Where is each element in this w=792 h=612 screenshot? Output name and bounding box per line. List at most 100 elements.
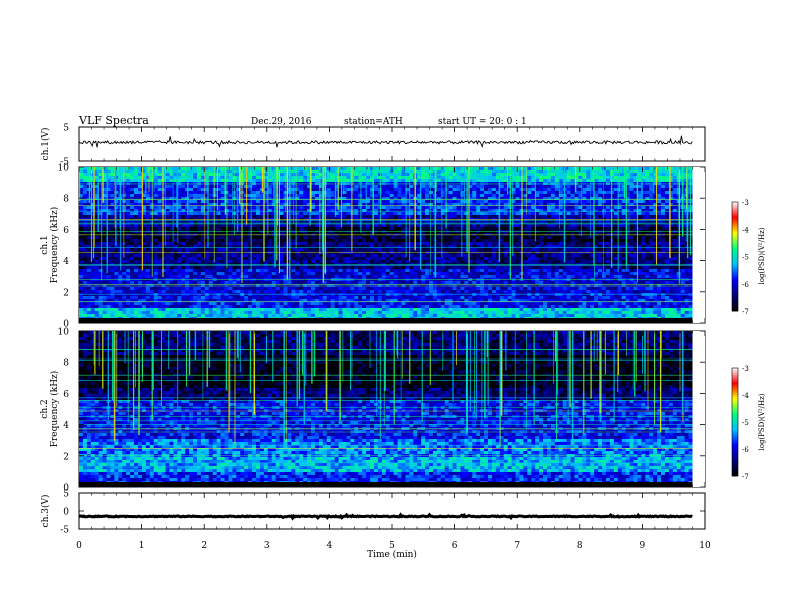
ch1-spectrogram-cell: [425, 242, 430, 246]
ch1-spectrogram-cell: [122, 248, 127, 252]
ch1-spectrogram-cell: [668, 248, 674, 252]
ch1-spectrogram-cell: [511, 215, 516, 219]
ch1-spectrogram-cell: [397, 224, 402, 228]
ch1-spectrogram-cell: [487, 206, 493, 210]
ch1-spectrogram-cell: [590, 224, 595, 228]
ch1-spectrogram-cell: [90, 260, 96, 264]
ch1-spectrogram-cell: [216, 236, 221, 240]
ch1-spectrogram-cell: [126, 215, 131, 219]
ch1-spectrogram-cell: [444, 221, 450, 225]
ch1-spectrogram-cell: [271, 236, 277, 240]
ch1-spectrogram-cell: [193, 248, 198, 252]
ch1-spectrogram-cell: [511, 248, 516, 252]
ch1-spectrogram-cell: [617, 206, 623, 210]
ch1-spectrogram-cell: [362, 200, 367, 204]
ch1-spectrogram-cell: [346, 188, 351, 192]
ch1-spectrogram-cell: [98, 257, 103, 261]
ch1-spectrogram-cell: [145, 221, 151, 225]
ch1-spectrogram-cell: [130, 248, 135, 252]
ch1-spectrogram-cell: [173, 206, 178, 210]
ch1-spectrogram-cell: [645, 176, 650, 180]
ch1-spectrogram-cell: [307, 185, 312, 189]
ch1-spectrogram-cell: [499, 245, 505, 249]
ch1-spectrogram-cell: [314, 197, 320, 201]
ch1-spectrogram-cell: [523, 185, 528, 189]
ch1-spectrogram-cell: [307, 257, 312, 261]
ch1-spectrogram-cell: [672, 197, 678, 201]
ch1-spectrogram-cell: [255, 173, 261, 177]
ch1-spectrogram-cell: [389, 212, 394, 216]
ch1-spectrogram-cell: [484, 236, 489, 240]
ch1-spectrogram-cell: [204, 245, 210, 249]
ch1-spectrogram-cell: [448, 248, 453, 252]
ch1-spectrogram-cell: [102, 203, 107, 207]
ch1-spectrogram-cell: [177, 197, 182, 201]
ch1-spectrogram-cell: [311, 167, 316, 171]
ch1-spectrogram-cell: [252, 203, 257, 207]
ch1-spectrogram-cell: [543, 206, 548, 210]
ch1-spectrogram-cell: [165, 254, 170, 258]
ch1-spectrogram-cell: [487, 254, 493, 258]
ch1-spectrogram-cell: [307, 206, 312, 210]
ch1-spectrogram-cell: [484, 167, 489, 171]
ch1-spectrogram-cell: [259, 221, 265, 225]
ch1-spectrogram-cell: [145, 239, 151, 243]
ch1-spectrogram-cell: [503, 194, 509, 198]
ch1-spectrogram-cell: [668, 215, 674, 219]
ch1-spectrogram-cell: [503, 260, 509, 264]
ch1-spectrogram-cell: [460, 203, 465, 207]
ch1-spectrogram-cell: [460, 176, 465, 180]
ch1-spectrogram-cell: [417, 245, 422, 249]
ch1-spectrogram-cell: [543, 224, 548, 228]
ch1-spectrogram-cell: [448, 185, 453, 189]
ch1-spectrogram-cell: [594, 167, 599, 171]
ch1-spectrogram-cell: [389, 194, 394, 198]
ch1-spectrogram-cell: [417, 227, 422, 231]
ch1-spectrogram-cell: [668, 224, 674, 228]
ch1-spectrogram-cell: [539, 194, 544, 198]
ch1-spectrogram-cell: [181, 167, 186, 171]
ch1-spectrogram-cell: [157, 191, 162, 195]
ch1-spectrogram-cell: [196, 254, 202, 258]
ch1-spectrogram-cell: [653, 194, 658, 198]
ch1-spectrogram-cell: [491, 188, 497, 192]
ch1-spectrogram-cell: [122, 227, 127, 231]
ch1-spectrogram-cell: [212, 227, 218, 231]
ch1-spectrogram-cell: [668, 176, 674, 180]
ch1-spectrogram-cell: [377, 224, 383, 228]
ch1-spectrogram-cell: [495, 185, 501, 189]
ch1-spectrogram-cell: [401, 203, 406, 207]
ch1-spectrogram-cell: [523, 194, 528, 198]
ch1-spectrogram-cell: [590, 185, 595, 189]
ch1-spectrogram-cell: [102, 215, 107, 219]
ch1-spectrogram-cell: [617, 209, 623, 213]
ch1-spectrogram-cell: [586, 245, 591, 249]
ch1-spectrogram-cell: [641, 215, 646, 219]
ch1-spectrogram-cell: [421, 212, 426, 216]
ch1-spectrogram-cell: [354, 227, 359, 231]
ch1-spectrogram-cell: [566, 167, 571, 171]
ch1-spectrogram-cell: [94, 260, 100, 264]
ch1-spectrogram-cell: [248, 209, 253, 213]
ch1-spectrogram-cell: [373, 203, 379, 207]
ch1-spectrogram-cell: [487, 176, 493, 180]
ch1-spectrogram-cell: [574, 254, 579, 258]
ch1-spectrogram-cell: [106, 191, 111, 195]
ch1-spectrogram-cell: [554, 212, 560, 216]
ch1-spectrogram-cell: [664, 209, 670, 213]
ch1-spectrogram-cell: [196, 185, 202, 189]
ch1-spectrogram-cell: [641, 209, 646, 213]
ch1-spectrogram-cell: [79, 191, 84, 195]
ch1-spectrogram-cell: [82, 191, 88, 195]
ch1-spectrogram-cell: [271, 242, 277, 246]
ch1-spectrogram-cell: [130, 206, 135, 210]
ch1-spectrogram-cell: [586, 206, 591, 210]
ch1-spectrogram-cell: [255, 257, 261, 261]
ch1-spectrogram-cell: [397, 254, 402, 258]
ch1-spectrogram-cell: [102, 167, 107, 171]
ch1-spectrogram-cell: [244, 227, 249, 231]
ch1-spectrogram-cell: [452, 173, 457, 177]
ch1-spectrogram-cell: [141, 176, 147, 180]
ch1-spectrogram-cell: [621, 260, 627, 264]
ch1-spectrogram-cell: [196, 260, 202, 264]
